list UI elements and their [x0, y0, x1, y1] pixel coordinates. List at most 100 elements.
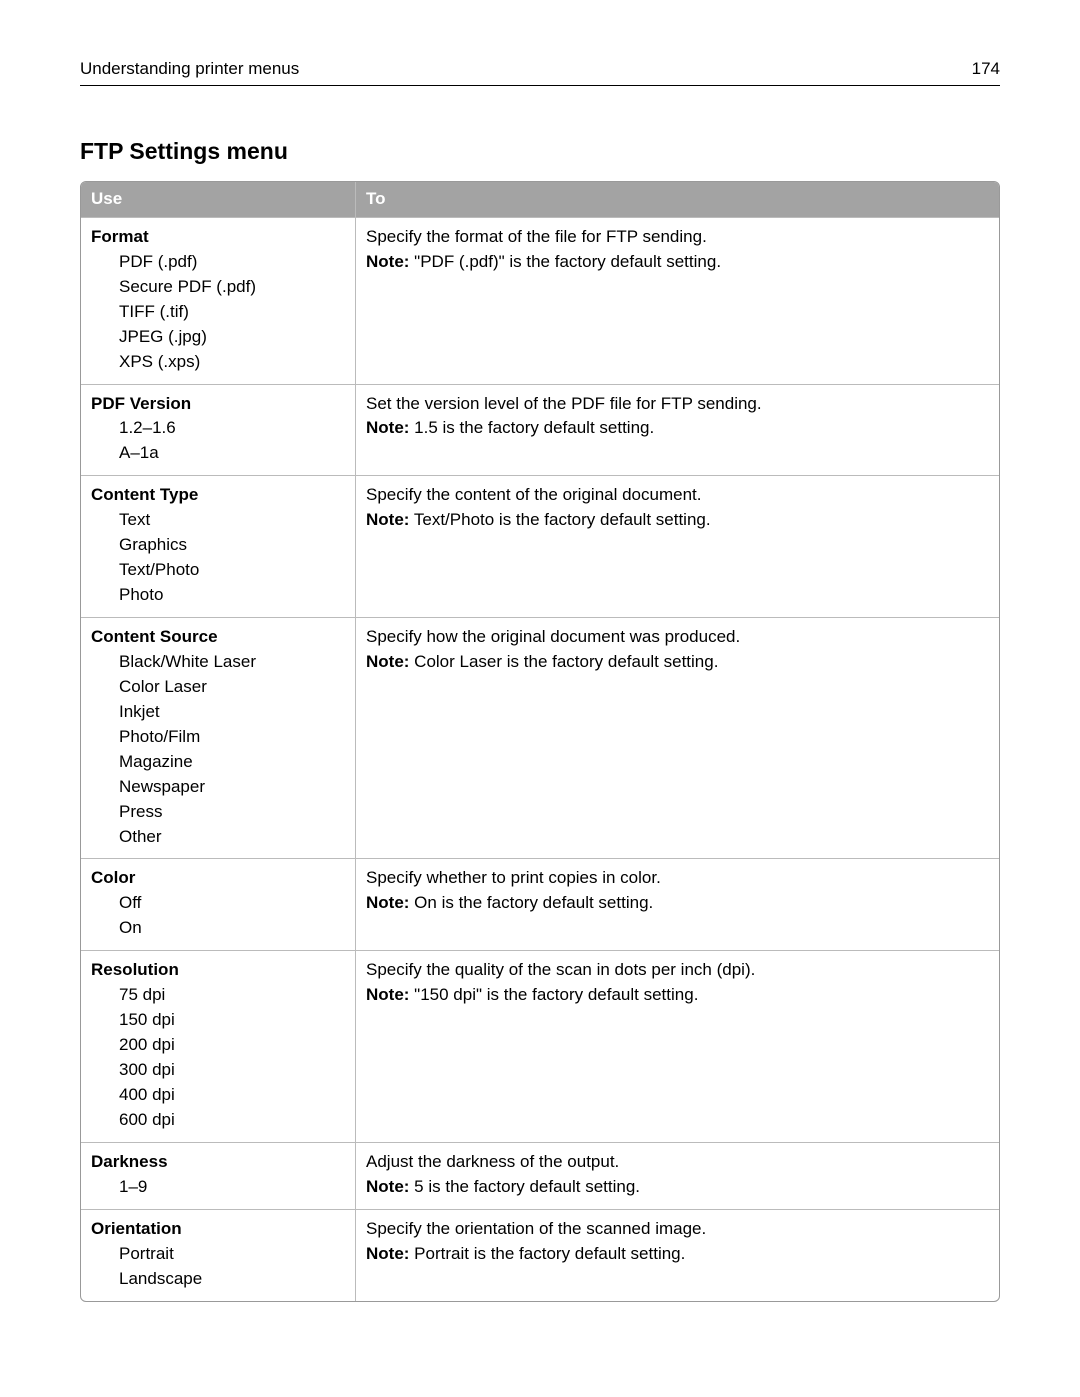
note-label: Note: — [366, 1177, 409, 1196]
use-title: Content Type — [91, 484, 345, 507]
note-text: Color Laser is the factory default setti… — [409, 652, 718, 671]
use-sub: Portrait — [91, 1243, 345, 1266]
use-sub: 300 dpi — [91, 1059, 345, 1082]
use-sub: Other — [91, 826, 345, 849]
section-title: FTP Settings menu — [80, 136, 1000, 167]
use-sub: Inkjet — [91, 701, 345, 724]
use-sub: 1–9 — [91, 1176, 345, 1199]
ftp-settings-table: Use To FormatPDF (.pdf)Secure PDF (.pdf)… — [80, 181, 1000, 1302]
use-sub: 400 dpi — [91, 1084, 345, 1107]
note-text: Portrait is the factory default setting. — [409, 1244, 685, 1263]
table-row: PDF Version1.2–1.6A–1a Set the version le… — [81, 384, 999, 476]
to-note: Note: On is the factory default setting. — [366, 892, 989, 915]
note-label: Note: — [366, 893, 409, 912]
note-label: Note: — [366, 1244, 409, 1263]
cell-use: Darkness1–9 — [81, 1142, 356, 1209]
use-sub: 1.2–1.6 — [91, 417, 345, 440]
use-sub: Landscape — [91, 1268, 345, 1291]
cell-use: OrientationPortraitLandscape — [81, 1209, 356, 1301]
use-title: Content Source — [91, 626, 345, 649]
page-number: 174 — [972, 58, 1000, 81]
table-row: ColorOffOn Specify whether to print copie… — [81, 858, 999, 950]
use-sub: Black/White Laser — [91, 651, 345, 674]
table-row: Content SourceBlack/White LaserColor Las… — [81, 617, 999, 858]
to-text: Specify the format of the file for FTP s… — [366, 226, 989, 249]
table-row: OrientationPortraitLandscape Specify the … — [81, 1209, 999, 1301]
use-title: Format — [91, 226, 345, 249]
cell-to: Specify the quality of the scan in dots … — [356, 950, 999, 1142]
note-label: Note: — [366, 985, 409, 1004]
use-sub: Text/Photo — [91, 559, 345, 582]
note-text: Text/Photo is the factory default settin… — [409, 510, 710, 529]
col-header-use: Use — [81, 182, 356, 217]
note-text: "150 dpi" is the factory default setting… — [409, 985, 698, 1004]
note-label: Note: — [366, 418, 409, 437]
use-sub: Press — [91, 801, 345, 824]
cell-to: Adjust the darkness of the output.Note: … — [356, 1142, 999, 1209]
use-sub: On — [91, 917, 345, 940]
header-title: Understanding printer menus — [80, 58, 299, 81]
to-note: Note: "150 dpi" is the factory default s… — [366, 984, 989, 1007]
to-text: Specify how the original document was pr… — [366, 626, 989, 649]
to-note: Note: Portrait is the factory default se… — [366, 1243, 989, 1266]
use-title: Resolution — [91, 959, 345, 982]
use-sub: TIFF (.tif) — [91, 301, 345, 324]
use-sub: JPEG (.jpg) — [91, 326, 345, 349]
to-note: Note: 1.5 is the factory default setting… — [366, 417, 989, 440]
cell-use: ColorOffOn — [81, 858, 356, 950]
use-sub: 150 dpi — [91, 1009, 345, 1032]
use-sub: Off — [91, 892, 345, 915]
note-label: Note: — [366, 252, 409, 271]
cell-use: FormatPDF (.pdf)Secure PDF (.pdf)TIFF (.… — [81, 217, 356, 384]
cell-to: Set the version level of the PDF file fo… — [356, 384, 999, 476]
use-sub: Color Laser — [91, 676, 345, 699]
use-sub: 600 dpi — [91, 1109, 345, 1132]
use-title: Darkness — [91, 1151, 345, 1174]
cell-use: Content TypeTextGraphicsText/PhotoPhoto — [81, 475, 356, 617]
to-text: Adjust the darkness of the output. — [366, 1151, 989, 1174]
use-sub: Magazine — [91, 751, 345, 774]
cell-use: Content SourceBlack/White LaserColor Las… — [81, 617, 356, 858]
col-header-to: To — [356, 182, 999, 217]
note-text: "PDF (.pdf)" is the factory default sett… — [409, 252, 721, 271]
cell-use: PDF Version1.2–1.6A–1a — [81, 384, 356, 476]
use-title: PDF Version — [91, 393, 345, 416]
to-text: Specify the orientation of the scanned i… — [366, 1218, 989, 1241]
note-text: 1.5 is the factory default setting. — [409, 418, 654, 437]
use-sub: A–1a — [91, 442, 345, 465]
use-sub: Photo — [91, 584, 345, 607]
table-row: Darkness1–9Adjust the darkness of the ou… — [81, 1142, 999, 1209]
use-title: Color — [91, 867, 345, 890]
to-text: Set the version level of the PDF file fo… — [366, 393, 989, 416]
use-sub: Graphics — [91, 534, 345, 557]
cell-to: Specify how the original document was pr… — [356, 617, 999, 858]
cell-to: Specify the format of the file for FTP s… — [356, 217, 999, 384]
table-row: FormatPDF (.pdf)Secure PDF (.pdf)TIFF (.… — [81, 217, 999, 384]
page-header: Understanding printer menus 174 — [80, 58, 1000, 86]
note-label: Note: — [366, 510, 409, 529]
to-text: Specify the content of the original docu… — [366, 484, 989, 507]
use-sub: Photo/Film — [91, 726, 345, 749]
use-title: Orientation — [91, 1218, 345, 1241]
to-note: Note: 5 is the factory default setting. — [366, 1176, 989, 1199]
to-text: Specify whether to print copies in color… — [366, 867, 989, 890]
cell-to: Specify the content of the original docu… — [356, 475, 999, 617]
use-sub: 200 dpi — [91, 1034, 345, 1057]
use-sub: Text — [91, 509, 345, 532]
use-sub: PDF (.pdf) — [91, 251, 345, 274]
use-sub: Newspaper — [91, 776, 345, 799]
use-sub: 75 dpi — [91, 984, 345, 1007]
to-note: Note: "PDF (.pdf)" is the factory defaul… — [366, 251, 989, 274]
cell-to: Specify whether to print copies in color… — [356, 858, 999, 950]
note-text: On is the factory default setting. — [409, 893, 653, 912]
use-sub: XPS (.xps) — [91, 351, 345, 374]
use-sub: Secure PDF (.pdf) — [91, 276, 345, 299]
to-note: Note: Color Laser is the factory default… — [366, 651, 989, 674]
table-header-row: Use To — [81, 182, 999, 217]
cell-to: Specify the orientation of the scanned i… — [356, 1209, 999, 1301]
to-note: Note: Text/Photo is the factory default … — [366, 509, 989, 532]
to-text: Specify the quality of the scan in dots … — [366, 959, 989, 982]
table-row: Resolution75 dpi150 dpi200 dpi300 dpi400… — [81, 950, 999, 1142]
table-row: Content TypeTextGraphicsText/PhotoPhoto S… — [81, 475, 999, 617]
note-label: Note: — [366, 652, 409, 671]
